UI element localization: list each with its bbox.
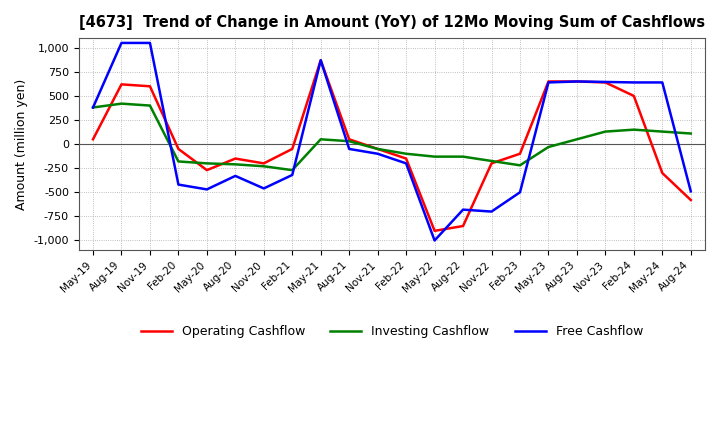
Operating Cashflow (288, 146, 297, 151)
Investing Cashflow (459, 154, 467, 159)
Free Cashflow (231, 173, 240, 179)
Line: Operating Cashflow: Operating Cashflow (93, 60, 690, 231)
Operating Cashflow (117, 82, 126, 87)
Line: Free Cashflow: Free Cashflow (93, 43, 690, 241)
Operating Cashflow (572, 79, 581, 84)
Investing Cashflow (345, 139, 354, 144)
Investing Cashflow (487, 158, 496, 164)
Investing Cashflow (288, 168, 297, 173)
Investing Cashflow (629, 127, 638, 132)
Investing Cashflow (117, 101, 126, 106)
Free Cashflow (658, 80, 667, 85)
Free Cashflow (174, 182, 183, 187)
Operating Cashflow (601, 80, 610, 85)
Investing Cashflow (259, 164, 268, 169)
Operating Cashflow (686, 198, 695, 203)
Investing Cashflow (601, 129, 610, 134)
Free Cashflow (431, 238, 439, 243)
Operating Cashflow (516, 151, 524, 156)
Operating Cashflow (402, 156, 410, 161)
Free Cashflow (345, 146, 354, 151)
Free Cashflow (145, 40, 154, 46)
Free Cashflow (459, 207, 467, 212)
Free Cashflow (288, 172, 297, 178)
Free Cashflow (601, 79, 610, 84)
Free Cashflow (629, 80, 638, 85)
Free Cashflow (374, 151, 382, 156)
Investing Cashflow (572, 137, 581, 142)
Operating Cashflow (544, 79, 553, 84)
Investing Cashflow (174, 159, 183, 164)
Free Cashflow (259, 186, 268, 191)
Operating Cashflow (431, 228, 439, 234)
Operating Cashflow (345, 137, 354, 142)
Investing Cashflow (544, 144, 553, 150)
Free Cashflow (117, 40, 126, 46)
Operating Cashflow (459, 224, 467, 229)
Operating Cashflow (487, 161, 496, 166)
Y-axis label: Amount (million yen): Amount (million yen) (15, 78, 28, 210)
Investing Cashflow (374, 146, 382, 151)
Operating Cashflow (231, 156, 240, 161)
Investing Cashflow (89, 105, 97, 110)
Free Cashflow (202, 187, 211, 192)
Investing Cashflow (431, 154, 439, 159)
Operating Cashflow (316, 58, 325, 63)
Free Cashflow (316, 58, 325, 63)
Investing Cashflow (316, 137, 325, 142)
Free Cashflow (487, 209, 496, 214)
Free Cashflow (572, 79, 581, 84)
Title: [4673]  Trend of Change in Amount (YoY) of 12Mo Moving Sum of Cashflows: [4673] Trend of Change in Amount (YoY) o… (78, 15, 705, 30)
Operating Cashflow (629, 93, 638, 99)
Investing Cashflow (658, 129, 667, 134)
Operating Cashflow (145, 84, 154, 89)
Investing Cashflow (686, 131, 695, 136)
Legend: Operating Cashflow, Investing Cashflow, Free Cashflow: Operating Cashflow, Investing Cashflow, … (135, 320, 648, 343)
Operating Cashflow (89, 137, 97, 142)
Investing Cashflow (516, 163, 524, 168)
Free Cashflow (516, 190, 524, 195)
Operating Cashflow (374, 146, 382, 151)
Operating Cashflow (174, 146, 183, 151)
Free Cashflow (402, 161, 410, 166)
Investing Cashflow (202, 161, 211, 166)
Operating Cashflow (259, 161, 268, 166)
Operating Cashflow (202, 168, 211, 173)
Line: Investing Cashflow: Investing Cashflow (93, 104, 690, 170)
Free Cashflow (544, 80, 553, 85)
Operating Cashflow (658, 170, 667, 176)
Investing Cashflow (402, 151, 410, 156)
Free Cashflow (89, 105, 97, 110)
Free Cashflow (686, 189, 695, 194)
Investing Cashflow (145, 103, 154, 108)
Investing Cashflow (231, 162, 240, 167)
